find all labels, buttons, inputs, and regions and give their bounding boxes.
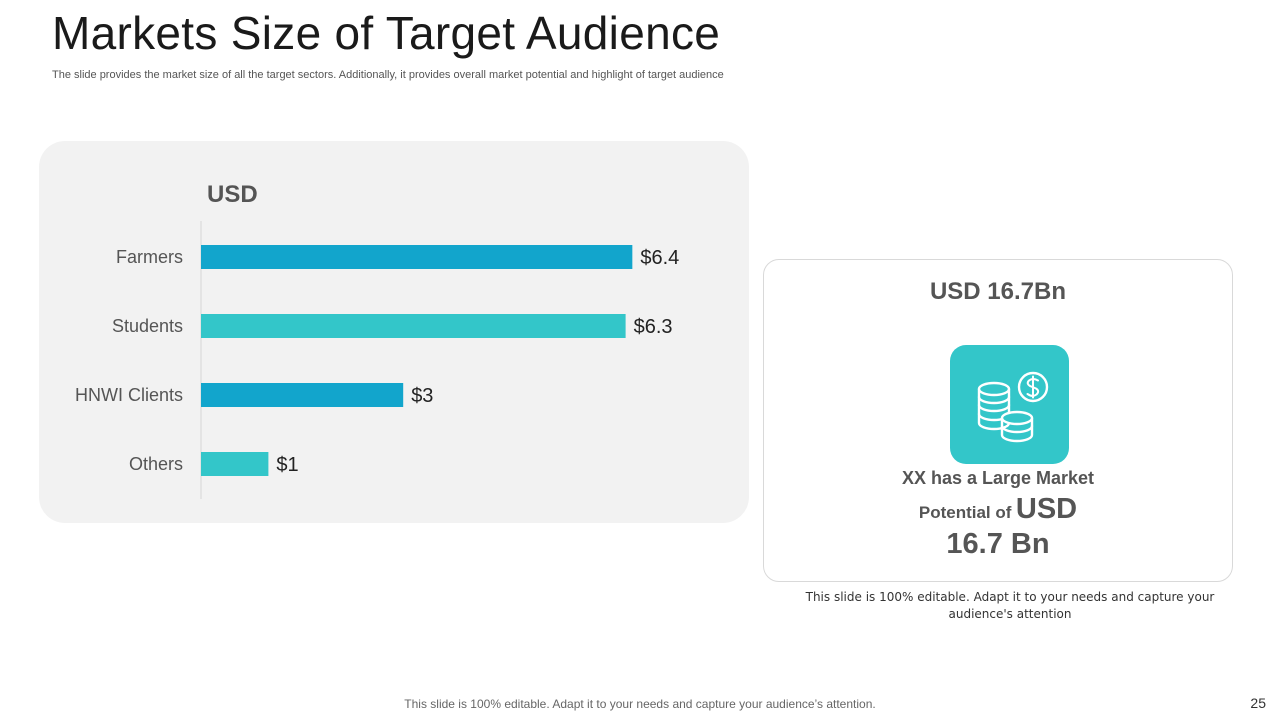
bar-others	[201, 452, 269, 476]
market-size-heading: USD 16.7Bn	[929, 278, 1067, 305]
potential-prefix: Potential of	[918, 503, 1012, 522]
data-label: $6.4	[640, 247, 679, 269]
footer-text: This slide is 100% editable. Adapt it to…	[404, 697, 876, 711]
category-label: HNWI Clients	[75, 385, 183, 405]
data-label: $6.3	[634, 316, 673, 338]
category-label: Others	[129, 454, 183, 474]
data-label: $3	[411, 385, 433, 407]
bar-chart-panel: USD Farmers $6.4 Students $6.3 HNWI Clients $3…	[39, 141, 749, 523]
bar-students	[201, 314, 626, 338]
data-label: $1	[276, 454, 298, 476]
bar-farmers	[201, 245, 633, 269]
page-subtitle: The slide provides the market size of al…	[52, 69, 724, 81]
category-label: Students	[112, 316, 183, 336]
potential-line-2: Potential of USD	[764, 493, 1232, 526]
chart-title: USD	[207, 181, 258, 208]
bar-chart: USD Farmers $6.4 Students $6.3 HNWI Clients $3…	[75, 181, 679, 499]
page-number: 25	[1250, 695, 1266, 711]
category-label: Farmers	[116, 247, 183, 267]
coins-dollar-icon	[950, 345, 1069, 464]
potential-amount: 16.7 Bn	[946, 528, 1050, 560]
bar-hnwi-clients	[201, 383, 404, 407]
potential-line-1: XX has a Large Market	[901, 468, 1095, 488]
potential-currency: USD	[1015, 493, 1078, 525]
editable-note: This slide is 100% editable. Adapt it to…	[805, 590, 1215, 621]
page-title: Markets Size of Target Audience	[52, 7, 721, 59]
market-potential-card: USD 16.7Bn XX has a Large Market Potenti…	[763, 259, 1233, 582]
